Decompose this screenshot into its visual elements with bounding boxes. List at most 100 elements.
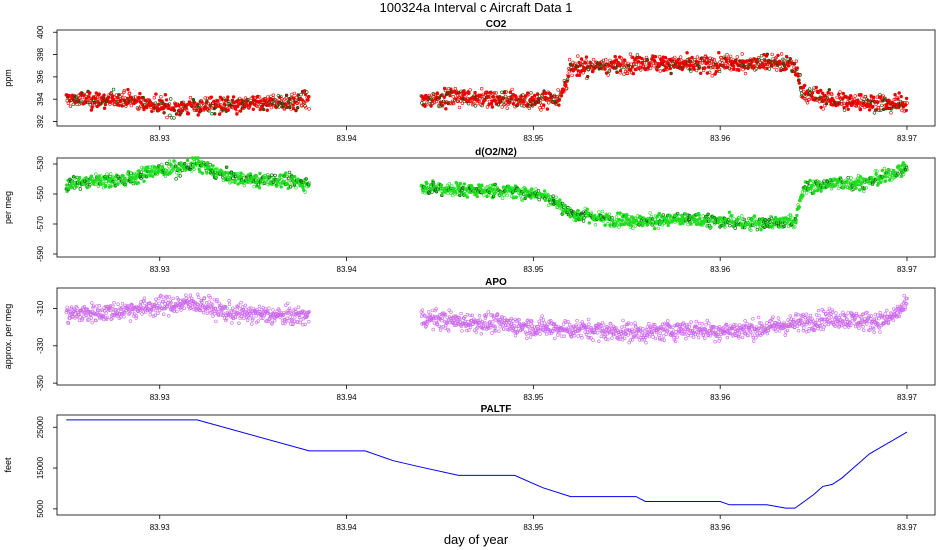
y-tick-label: -570	[36, 215, 45, 232]
data-point	[307, 320, 311, 324]
data-point	[591, 338, 595, 342]
data-point	[67, 186, 71, 190]
data-point	[208, 103, 212, 107]
data-point	[446, 191, 450, 196]
data-point	[704, 323, 708, 327]
data-point	[683, 212, 688, 216]
data-point	[858, 107, 863, 112]
data-point	[462, 89, 466, 93]
data-point	[261, 102, 265, 107]
data-point	[689, 61, 694, 65]
data-point	[697, 65, 702, 69]
data-point	[227, 99, 231, 104]
data-point	[529, 196, 533, 200]
data-point	[849, 176, 853, 180]
data-point	[288, 315, 292, 319]
data-point	[153, 101, 158, 105]
data-point	[485, 105, 490, 109]
data-point	[122, 88, 127, 93]
data-point	[820, 91, 825, 96]
data-point	[740, 330, 744, 335]
data-point	[184, 293, 188, 297]
data-point	[657, 211, 661, 216]
data-point	[814, 85, 818, 90]
data-point	[150, 109, 154, 114]
data-point	[770, 52, 774, 57]
data-point	[779, 52, 784, 56]
data-point	[695, 55, 700, 59]
data-point	[591, 57, 596, 62]
data-point	[634, 62, 638, 67]
data-point	[735, 55, 739, 59]
plot-frame	[56, 157, 936, 258]
data-point	[483, 98, 487, 102]
data-point	[159, 94, 163, 99]
plot-frame	[56, 29, 936, 127]
data-point	[112, 301, 116, 305]
data-point	[647, 322, 651, 326]
data-point	[457, 105, 462, 110]
data-point	[226, 95, 230, 99]
data-point	[79, 99, 83, 104]
data-point	[183, 162, 187, 166]
data-point	[420, 101, 424, 105]
data-point	[109, 184, 113, 188]
data-point	[705, 56, 709, 60]
data-point	[291, 106, 296, 111]
data-point	[490, 331, 494, 335]
data-point	[514, 195, 518, 199]
data-point	[521, 93, 525, 97]
data-point	[685, 51, 689, 55]
data-point	[171, 296, 175, 301]
data-point	[227, 302, 232, 306]
data-point	[303, 104, 307, 108]
data-point	[161, 295, 166, 299]
data-point	[784, 67, 788, 71]
data-point	[110, 100, 114, 105]
y-tick-label: 392	[36, 114, 45, 128]
data-point	[727, 210, 732, 215]
data-point	[261, 107, 266, 112]
data-point	[896, 97, 900, 101]
data-point	[89, 316, 94, 320]
data-point	[225, 102, 229, 106]
data-point	[622, 72, 626, 76]
data-point	[431, 327, 435, 332]
scatter-points	[64, 292, 909, 345]
data-point	[854, 186, 858, 190]
data-point	[152, 95, 157, 100]
data-point	[653, 54, 658, 59]
data-point	[700, 322, 704, 326]
data-point	[638, 66, 642, 70]
data-point	[230, 321, 234, 325]
data-point	[510, 97, 514, 101]
data-point	[788, 57, 792, 61]
data-point	[597, 210, 601, 214]
data-point	[713, 340, 717, 344]
data-point	[875, 169, 879, 173]
data-point	[251, 107, 256, 112]
data-point	[727, 56, 731, 61]
data-point	[707, 321, 711, 325]
y-tick-label: -310	[36, 300, 45, 317]
data-point	[265, 108, 269, 112]
data-point	[591, 69, 595, 73]
data-point	[205, 96, 210, 101]
data-point	[759, 228, 763, 232]
data-point	[492, 91, 497, 95]
data-point	[292, 91, 297, 96]
data-point	[175, 309, 179, 313]
data-point	[104, 311, 108, 315]
data-point	[730, 214, 734, 218]
data-point	[464, 93, 469, 97]
data-point	[665, 67, 669, 72]
data-point	[899, 94, 903, 99]
data-point	[227, 299, 231, 303]
data-point	[78, 187, 83, 191]
data-point	[443, 101, 447, 105]
data-point	[824, 102, 829, 106]
scatter-points	[64, 50, 909, 120]
data-point	[206, 161, 210, 165]
data-point	[226, 108, 230, 112]
data-point	[511, 102, 515, 106]
